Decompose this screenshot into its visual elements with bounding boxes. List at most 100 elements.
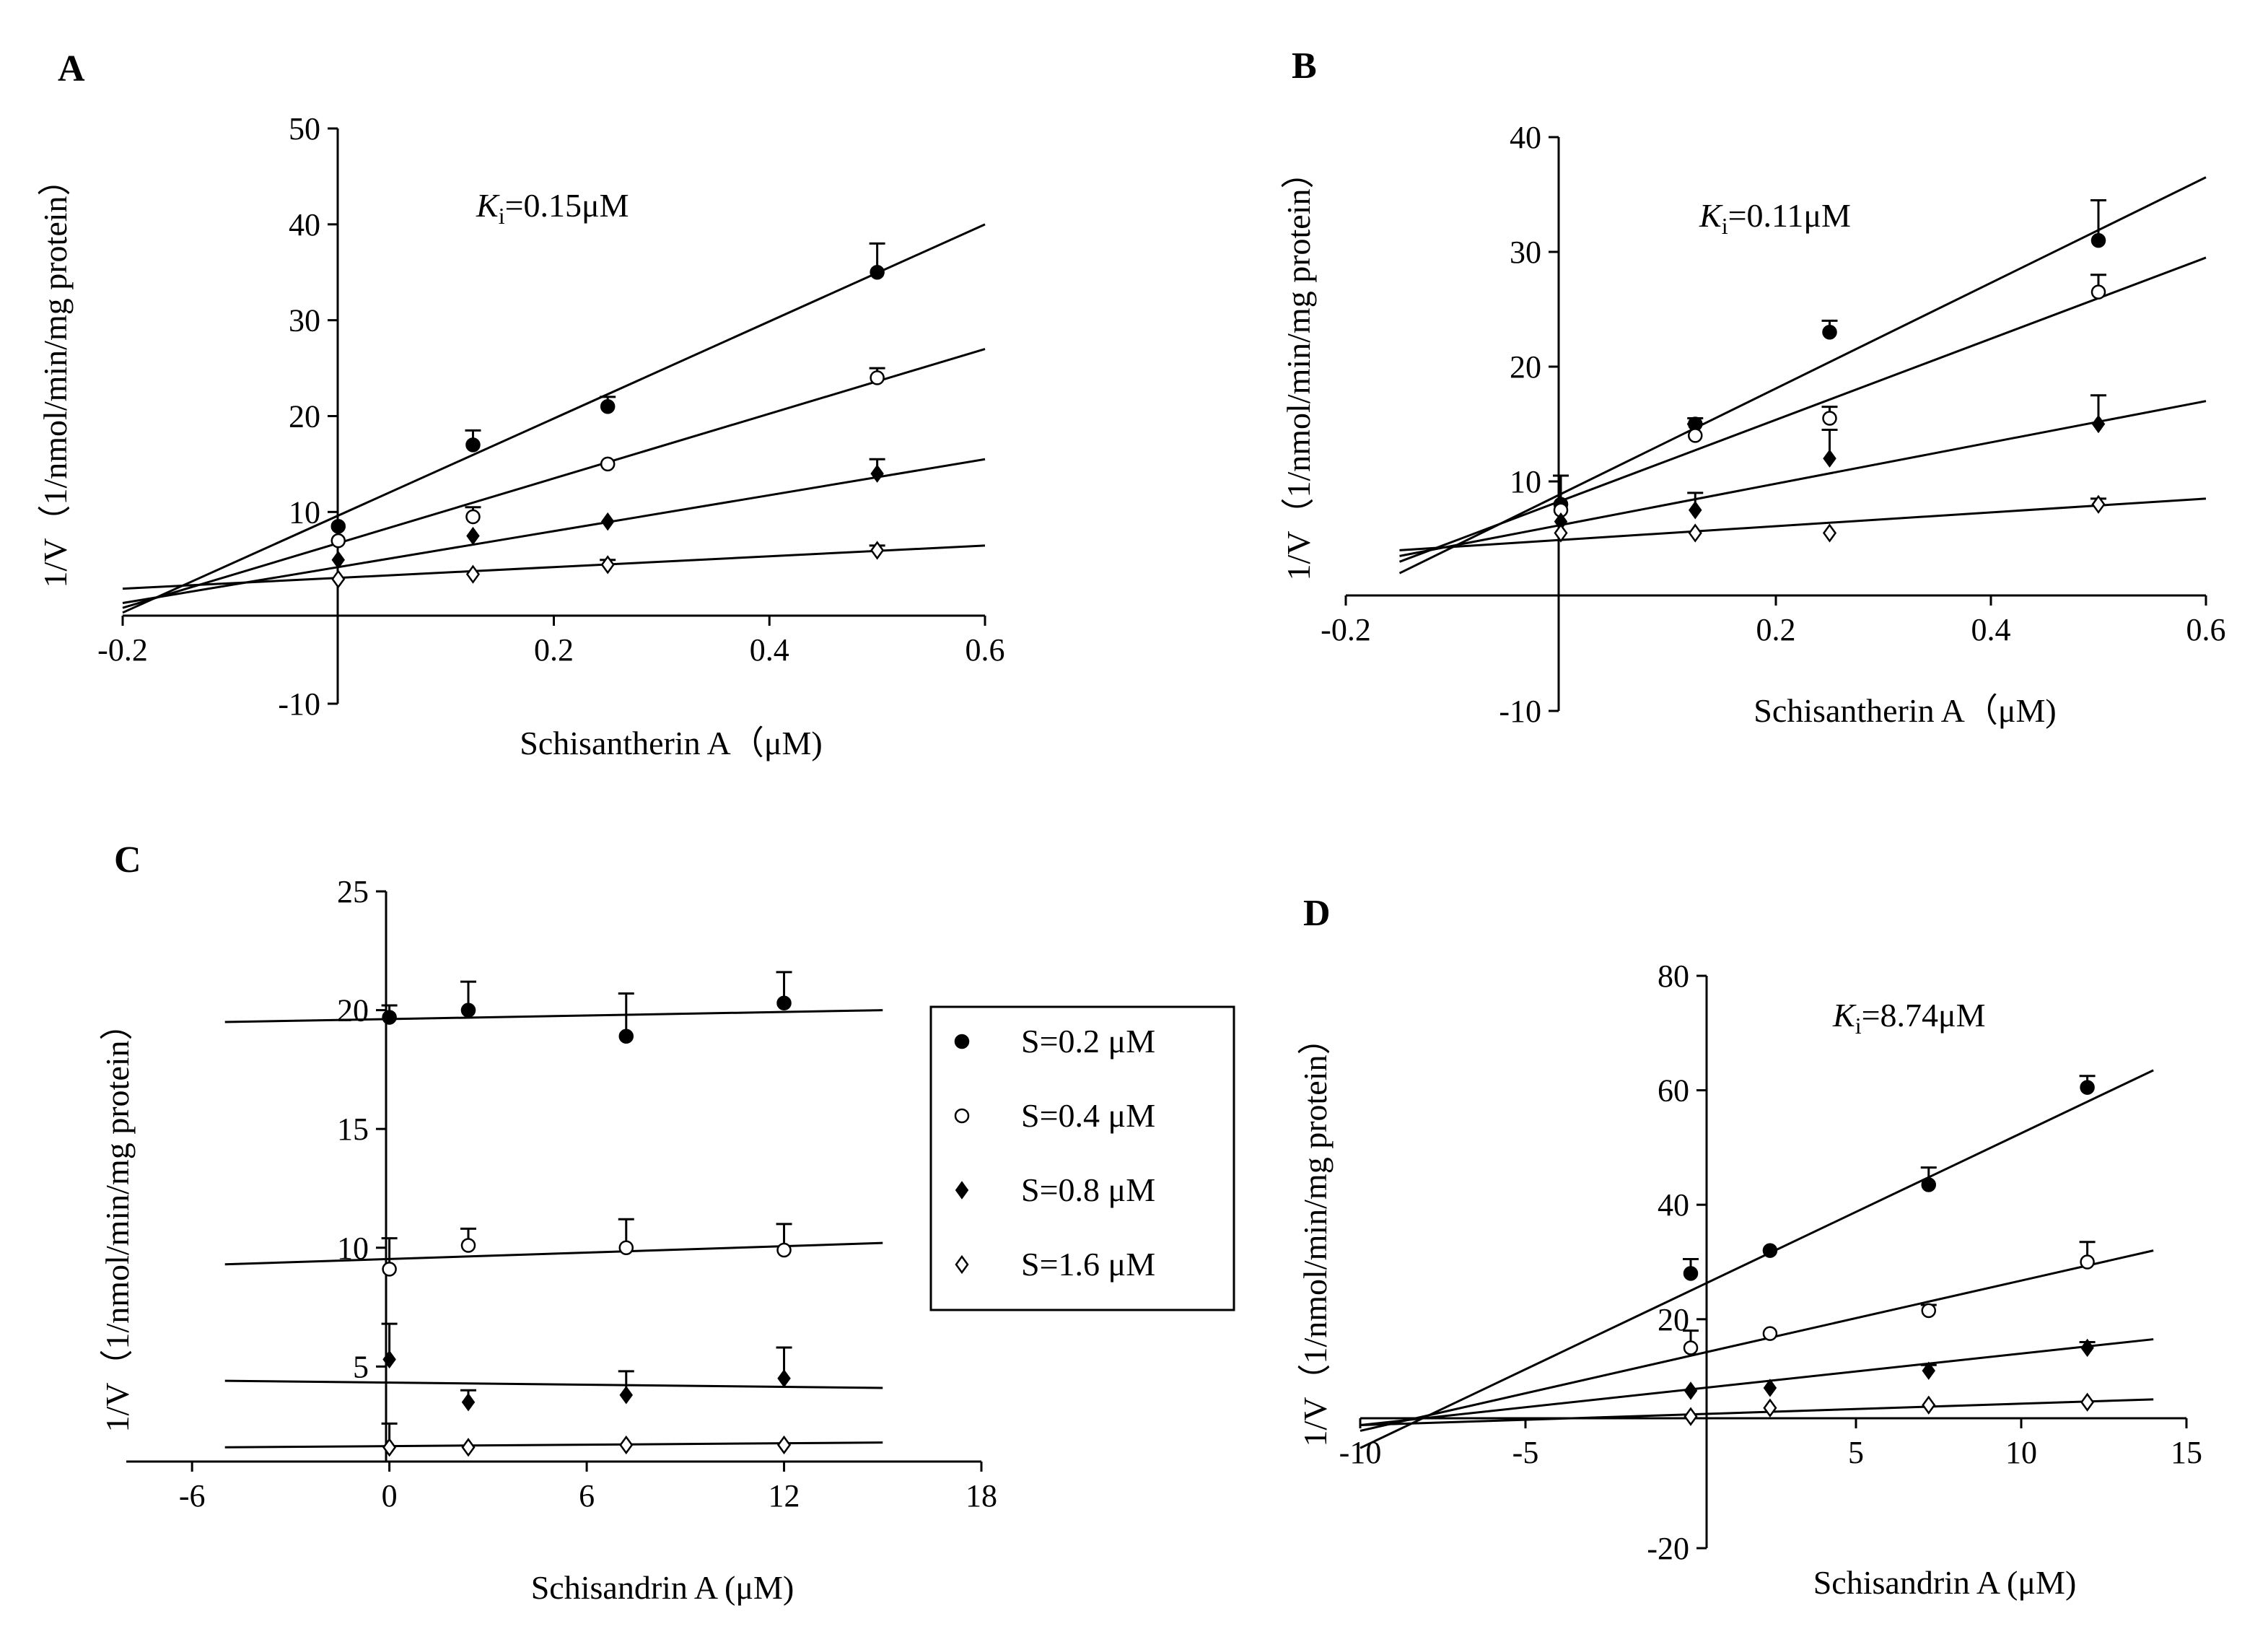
data-point xyxy=(1922,1361,1935,1380)
data-point xyxy=(1921,1177,1937,1192)
series-4 xyxy=(122,541,986,590)
data-point xyxy=(1684,1407,1698,1426)
y-tick-label: 30 xyxy=(1510,235,1541,270)
y-tick-label: -10 xyxy=(1499,694,1541,729)
data-point xyxy=(776,1435,792,1455)
data-point xyxy=(460,1003,476,1018)
series-2 xyxy=(122,348,986,609)
fit-line xyxy=(1398,176,2207,575)
y-tick-label: 10 xyxy=(1510,464,1541,499)
data-point xyxy=(2080,1392,2095,1412)
x-axis-label: Schisantherin A（μM) xyxy=(520,725,822,761)
panel-letter: D xyxy=(1303,893,1331,934)
x-tick-label: 0.4 xyxy=(1971,612,2011,647)
x-tick-label: 0.2 xyxy=(534,632,574,668)
data-point xyxy=(382,1350,396,1369)
data-point xyxy=(382,1010,397,1025)
data-point xyxy=(870,370,885,385)
data-point xyxy=(2080,1254,2095,1270)
data-point xyxy=(331,551,345,569)
data-point xyxy=(2091,494,2106,514)
y-tick-label: 40 xyxy=(289,207,320,243)
x-tick-label: -0.2 xyxy=(1321,612,1371,647)
series-1 xyxy=(1360,1069,2154,1449)
data-point xyxy=(1921,1303,1937,1319)
data-point xyxy=(1763,1398,1777,1418)
series-4 xyxy=(1399,494,2207,551)
data-point xyxy=(870,541,885,560)
data-point xyxy=(461,1393,476,1412)
y-tick-label: 15 xyxy=(337,1112,369,1147)
panel-letter: C xyxy=(114,839,141,881)
panel-a: A -0.2 0.2 0.4 0.6 -10 10 20 30 40 50 Schisantherin… xyxy=(37,48,1005,761)
data-point xyxy=(777,1369,791,1388)
panel-letter: A xyxy=(58,48,85,89)
data-point xyxy=(465,437,481,453)
fit-line xyxy=(122,348,986,609)
x-tick-label: -5 xyxy=(1512,1435,1539,1470)
series-3 xyxy=(122,458,986,605)
x-tick-label: 0.6 xyxy=(966,632,1005,668)
data-point xyxy=(600,555,615,575)
data-point xyxy=(600,456,616,472)
y-tick-label: 25 xyxy=(337,874,369,909)
series-4 xyxy=(224,1422,883,1457)
data-point xyxy=(1822,411,1837,426)
data-point xyxy=(330,533,346,549)
data-point xyxy=(465,564,481,584)
x-tick-label: -6 xyxy=(179,1478,206,1514)
fit-line xyxy=(224,1441,883,1449)
y-tick-label: 30 xyxy=(289,303,320,339)
fit-line xyxy=(1360,1398,2154,1427)
ki-annotation: Ki=0.11μM xyxy=(1699,197,1851,239)
data-point xyxy=(1684,1381,1698,1400)
legend-label: S=1.6 μM xyxy=(1021,1246,1155,1283)
data-point xyxy=(870,265,885,280)
fit-line xyxy=(122,544,986,590)
series-1 xyxy=(1398,176,2207,575)
data-point xyxy=(382,1438,397,1457)
x-axis-label: Schisandrin A (μM) xyxy=(1813,1564,2077,1601)
y-tick-label: 20 xyxy=(289,399,320,434)
series-3 xyxy=(1399,394,2207,557)
data-point xyxy=(1554,523,1568,543)
legend-label: S=0.4 μM xyxy=(1021,1097,1155,1134)
fit-line xyxy=(224,1241,883,1266)
data-point xyxy=(600,398,616,414)
legend: S=0.2 μM S=0.4 μM S=0.8 μM S=1.6 μM xyxy=(929,1005,1235,1311)
data-point xyxy=(1689,501,1702,520)
x-tick-label: 6 xyxy=(579,1478,595,1514)
data-point xyxy=(461,1438,476,1457)
x-tick-label: 0 xyxy=(382,1478,398,1514)
fit-line xyxy=(1360,1069,2154,1449)
fit-line xyxy=(224,1009,883,1023)
data-point xyxy=(1823,449,1836,468)
x-tick-label: 0.4 xyxy=(750,632,789,668)
legend-marker xyxy=(954,1108,970,1124)
y-tick-label: 50 xyxy=(289,111,320,147)
y-axis-label: 1/V（1/nmol/min/mg protein） xyxy=(1280,155,1317,580)
ki-annotation: Ki=8.74μM xyxy=(1832,997,1986,1039)
y-tick-label: -10 xyxy=(278,686,320,722)
data-point xyxy=(1762,1243,1778,1258)
data-point xyxy=(1688,523,1702,543)
series-4 xyxy=(1360,1392,2154,1427)
x-axis-label: Schisantherin A（μM) xyxy=(1753,692,2056,729)
legend-marker xyxy=(955,1254,969,1275)
data-point xyxy=(2090,284,2106,300)
fit-line xyxy=(1399,497,2207,551)
y-tick-label: 40 xyxy=(1658,1187,1689,1223)
data-point xyxy=(460,1238,476,1253)
data-point xyxy=(1683,1266,1699,1281)
x-tick-label: 12 xyxy=(769,1478,800,1514)
data-point xyxy=(2080,1080,2095,1095)
fit-line xyxy=(122,223,986,614)
x-tick-label: -0.2 xyxy=(97,632,148,668)
data-point xyxy=(466,526,480,546)
y-tick-label: 20 xyxy=(1658,1302,1689,1337)
data-point xyxy=(619,1386,634,1405)
y-tick-label: 20 xyxy=(1510,349,1541,385)
x-axis-label: Schisandrin A (μM) xyxy=(531,1569,794,1606)
fit-line xyxy=(224,1379,883,1389)
